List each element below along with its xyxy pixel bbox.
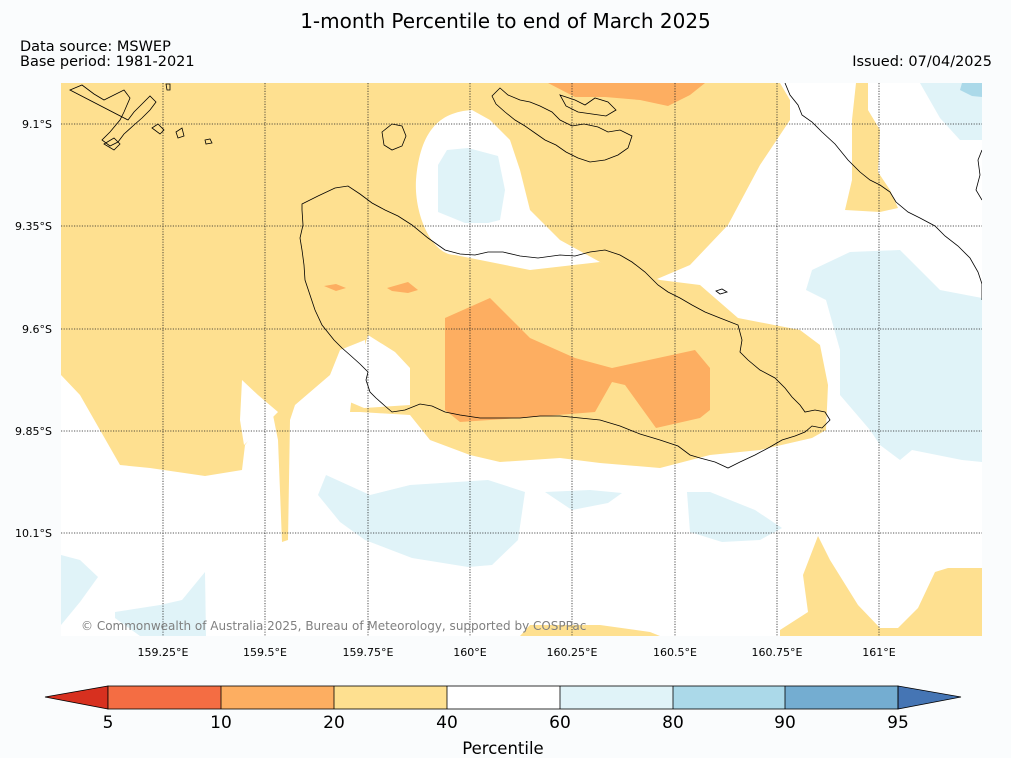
region-60-80-north-center — [438, 148, 505, 223]
region-10-20-central — [445, 298, 710, 428]
region-20-40-north — [472, 83, 790, 282]
issued-date-text: Issued: 07/04/2025 — [852, 54, 992, 70]
base-period-text: Base period: 1981-2021 — [20, 54, 195, 70]
lon-label: 159.75°E — [343, 646, 394, 659]
lon-label: 160.5°E — [653, 646, 697, 659]
copyright-notice: © Commonwealth of Australia 2025, Bureau… — [81, 619, 586, 633]
colorbar-high-arrow — [897, 685, 962, 710]
colorbar-segment-40-60 — [447, 686, 560, 709]
colorbar-segment-10-20 — [221, 686, 334, 709]
colorbar-tick: 95 — [887, 713, 909, 733]
region-60-80-southwest — [61, 555, 98, 625]
lat-label: 9.6°S — [22, 323, 52, 336]
colorbar-tick: 90 — [774, 713, 796, 733]
coastline-russell-islands — [69, 84, 157, 147]
colorbar-segment-90-95 — [785, 686, 898, 709]
lon-label: 159.5°E — [243, 646, 287, 659]
region-60-80-south-center — [318, 475, 525, 567]
lat-label: 10.1°S — [15, 527, 52, 540]
coastline-russell-small-4 — [204, 138, 213, 145]
colorbar-ticks: 5 10 20 40 60 80 90 95 — [103, 713, 909, 733]
region-10-20-small-1 — [324, 284, 346, 291]
coastline-islet — [715, 288, 728, 295]
colorbar-tick: 5 — [103, 713, 114, 733]
lat-label: 9.1°S — [22, 118, 52, 131]
coastline-russell-small-2 — [151, 123, 165, 135]
data-source-text: Data source: MSWEP — [20, 39, 171, 55]
coastline-guadalcanal — [299, 185, 831, 469]
lon-label: 159.25°E — [138, 646, 189, 659]
colorbar-tick: 60 — [549, 713, 571, 733]
coastline-nggela-east — [559, 94, 617, 117]
colorbar-segment-20-40 — [334, 686, 447, 709]
colorbar-low-arrow — [44, 685, 109, 710]
coastlines — [69, 83, 982, 469]
colorbar-dividers — [220, 686, 786, 709]
colorbar-tick: 80 — [662, 713, 684, 733]
region-80-90-northeast — [960, 83, 982, 97]
lon-label: 160.25°E — [547, 646, 598, 659]
longitude-labels: 159.25°E 159.5°E 159.75°E 160°E 160.25°E… — [138, 646, 896, 659]
latitude-labels: 9.1°S 9.35°S 9.6°S 9.85°S 10.1°S — [15, 118, 52, 540]
map-metadata-left: Data source: MSWEP Base period: 1981-202… — [20, 40, 195, 70]
colorbar-segment-60-80 — [560, 686, 673, 709]
lon-label: 160°E — [453, 646, 486, 659]
lat-label: 9.35°S — [15, 220, 52, 233]
coastline-malaita — [784, 83, 982, 300]
colorbar-segment-80-90 — [673, 686, 785, 709]
region-20-40-northeast — [845, 83, 898, 212]
coastline-malaita-east — [975, 149, 982, 201]
region-60-80-east — [806, 250, 982, 462]
region-20-40-southeast — [780, 536, 982, 636]
region-60-80-south-small — [545, 490, 622, 510]
colorbar-segment-5-10 — [108, 686, 221, 709]
coastline-russell-small-1 — [103, 137, 121, 151]
region-10-20-small-2 — [387, 282, 418, 293]
colorbar-tick: 40 — [436, 713, 458, 733]
lon-label: 161°E — [862, 646, 895, 659]
colorbar-outline — [107, 685, 899, 710]
region-20-40-south — [520, 625, 660, 636]
map-title: 1-month Percentile to end of March 2025 — [300, 9, 711, 33]
region-40-60-hole-2 — [345, 335, 410, 408]
lon-label: 160.75°E — [752, 646, 803, 659]
map-plot-area: © Commonwealth of Australia 2025, Bureau… — [61, 83, 982, 636]
colorbar-tick: 10 — [210, 713, 232, 733]
region-60-80-bottom — [115, 572, 206, 636]
region-60-80-northeast — [920, 83, 982, 140]
coastline-savo-island — [381, 123, 407, 151]
coastline-florida-islands — [491, 87, 633, 163]
coastline-russell-small-5 — [165, 83, 171, 91]
graticule — [61, 83, 982, 636]
colorbar-tick: 20 — [323, 713, 345, 733]
colorbar: 5 10 20 40 60 80 90 95 Percentile — [44, 685, 962, 758]
lat-label: 9.85°S — [15, 425, 52, 438]
colorbar-label: Percentile — [462, 739, 543, 758]
coastline-russell-small-3 — [175, 127, 185, 139]
region-60-80-southeast — [687, 492, 782, 542]
region-10-20-north — [548, 83, 705, 106]
region-40-60-hole-1 — [240, 380, 278, 445]
